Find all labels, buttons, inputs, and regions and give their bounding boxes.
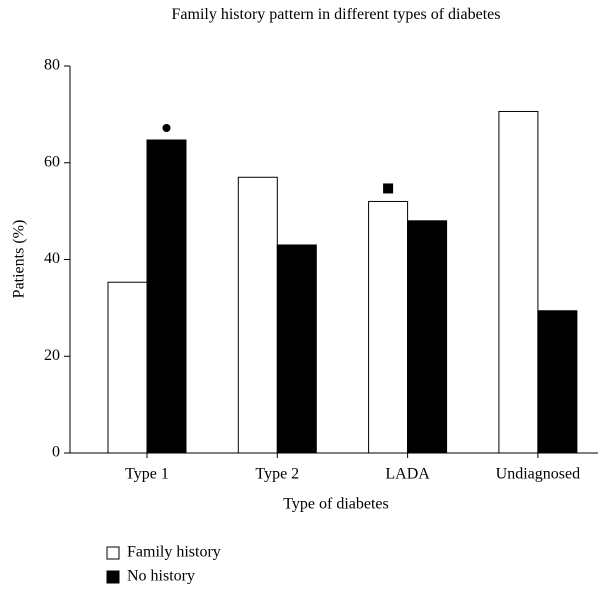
x-tick-label: Undiagnosed — [496, 466, 580, 483]
y-tick-label: 80 — [44, 57, 60, 74]
bar — [107, 281, 148, 454]
legend-label: No history — [127, 568, 195, 585]
bar — [276, 244, 317, 454]
x-tick-label: Type 2 — [255, 466, 299, 483]
bar — [498, 110, 539, 454]
bar — [368, 200, 409, 454]
legend-swatch — [106, 570, 120, 584]
legend-swatch — [106, 546, 120, 560]
y-tick-label: 20 — [44, 347, 60, 364]
x-tick-label: Type 1 — [125, 466, 169, 483]
legend-label: Family history — [127, 544, 221, 561]
significance-marker — [383, 183, 394, 194]
bar — [407, 220, 448, 454]
bar — [146, 139, 187, 454]
significance-marker — [162, 124, 171, 133]
y-axis-label: Patients (%) — [11, 220, 28, 299]
chart-title: Family history pattern in different type… — [171, 6, 501, 23]
y-tick-label: 60 — [44, 153, 60, 170]
y-tick-label: 0 — [52, 444, 60, 461]
bar — [237, 176, 278, 454]
x-tick-label: LADA — [385, 466, 430, 483]
x-axis-label: Type of diabetes — [283, 496, 389, 513]
bar — [537, 310, 578, 454]
y-tick-label: 40 — [44, 250, 60, 267]
